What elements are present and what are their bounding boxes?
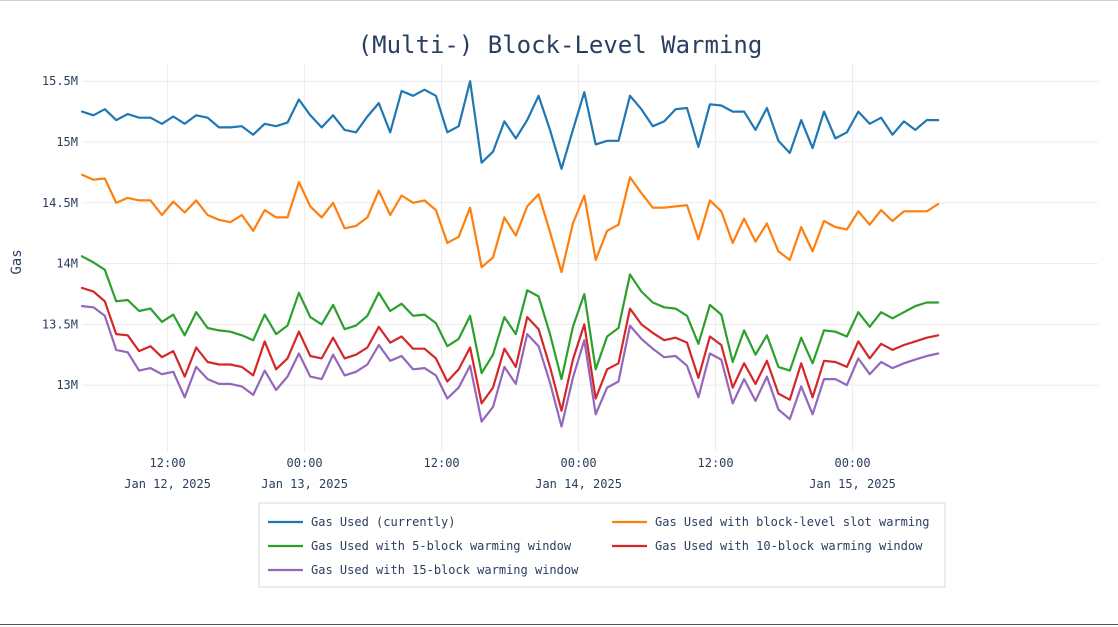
x-tick-date: Jan 12, 2025 [124,477,211,491]
x-tick-label: 12:00 [150,456,186,470]
chart-title: (Multi-) Block-Level Warming [358,31,763,59]
y-tick-label: 15M [56,135,78,149]
legend-label: Gas Used (currently) [311,515,456,529]
y-tick-label: 14.5M [42,196,78,210]
legend-label: Gas Used with 15-block warming window [311,563,579,577]
legend-box [258,502,946,588]
x-tick-label: 00:00 [834,456,870,470]
plot-area [80,80,940,428]
x-tick-date: Jan 13, 2025 [261,477,348,491]
legend-item[interactable]: Gas Used with 5-block warming window [268,539,572,553]
series-line-5 [80,305,940,428]
y-tick-label: 14M [56,257,78,271]
series-line-3 [80,255,940,381]
x-tick-label: 12:00 [698,456,734,470]
series-line-4 [80,286,940,412]
x-tick-label: 00:00 [287,456,323,470]
y-axis-ticks: 13M 13.5M 14M 14.5M 15M 15.5M [42,74,78,392]
grid [82,63,1098,452]
legend-label: Gas Used with 5-block warming window [311,539,572,553]
y-tick-label: 13M [56,378,78,392]
legend-label: Gas Used with block-level slot warming [655,515,930,529]
y-axis-label: Gas [9,249,25,274]
x-tick-date: Jan 15, 2025 [809,477,896,491]
x-tick-date: Jan 14, 2025 [535,477,622,491]
legend[interactable]: Gas Used (currently) Gas Used with block-… [258,502,946,588]
series-line-1 [80,80,940,170]
x-tick-label: 12:00 [424,456,460,470]
legend-item[interactable]: Gas Used with 15-block warming window [268,563,579,577]
series-line-2 [80,173,940,274]
legend-item[interactable]: Gas Used with 10-block warming window [612,539,923,553]
y-tick-label: 15.5M [42,74,78,88]
y-tick-label: 13.5M [42,317,78,331]
legend-item[interactable]: Gas Used with block-level slot warming [612,515,930,529]
legend-item[interactable]: Gas Used (currently) [268,515,456,529]
x-tick-label: 00:00 [561,456,597,470]
x-axis-ticks: 12:00 Jan 12, 2025 00:00 Jan 13, 2025 12:00 0… [124,456,896,491]
legend-label: Gas Used with 10-block warming window [655,539,923,553]
